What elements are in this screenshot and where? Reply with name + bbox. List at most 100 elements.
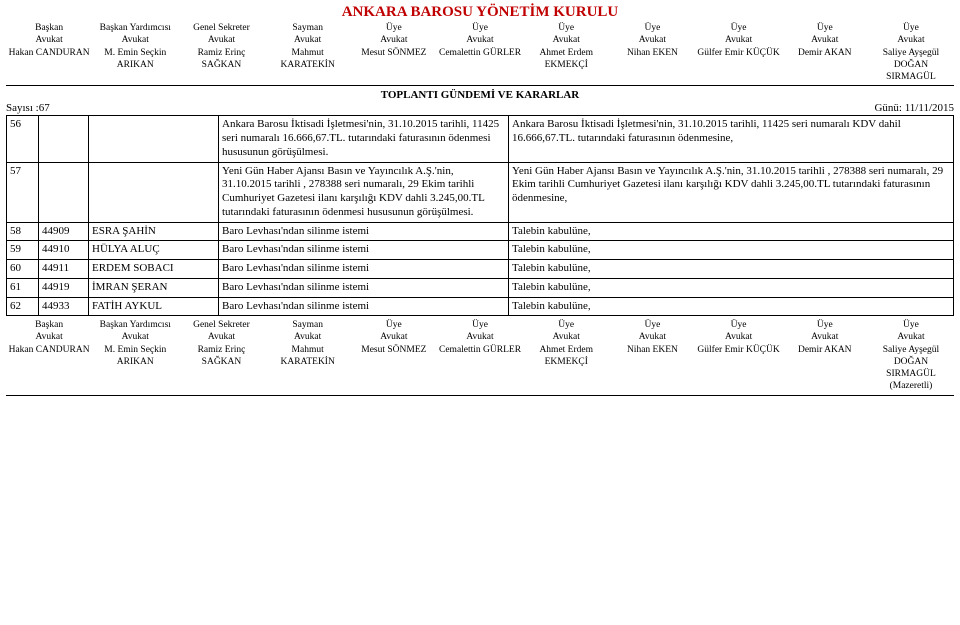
- mazeretli-label: (Mazeretli): [868, 381, 954, 393]
- row-name: [89, 162, 219, 222]
- row-subject: Ankara Barosu İktisadi İşletmesi'nin, 31…: [219, 116, 509, 162]
- table-row: 56 Ankara Barosu İktisadi İşletmesi'nin, …: [7, 116, 954, 162]
- board-member-name: M. Emin Seçkin ARIKAN: [92, 345, 178, 369]
- board-role: Üye: [523, 320, 609, 332]
- board-member-title: Avukat: [92, 332, 178, 344]
- board-role: Genel Sekreter: [178, 23, 264, 35]
- board-member-name: Ahmet Erdem EKMEKÇİ: [523, 48, 609, 72]
- board-role: Üye: [868, 320, 954, 332]
- board-member: ÜyeAvukatMesut SÖNMEZ: [351, 23, 437, 83]
- row-decision: Talebin kabulüne,: [509, 222, 954, 241]
- table-row: 57 Yeni Gün Haber Ajansı Basın ve Yayıncı…: [7, 162, 954, 222]
- board-role: Üye: [696, 23, 782, 35]
- count-label: Sayısı :67: [6, 102, 50, 114]
- board-member-name: Mahmut KARATEKİN: [265, 48, 351, 72]
- board-role: Üye: [696, 320, 782, 332]
- row-subject: Baro Levhası'ndan silinme istemi: [219, 278, 509, 297]
- board-member-title: Avukat: [178, 332, 264, 344]
- row-reg: [39, 162, 89, 222]
- row-decision: Talebin kabulüne,: [509, 297, 954, 316]
- agenda-header: TOPLANTI GÜNDEMİ VE KARARLAR: [6, 89, 954, 101]
- table-row: 6044911ERDEM SOBACIBaro Levhası'ndan sil…: [7, 260, 954, 279]
- board-footer: BaşkanAvukatHakan CANDURANBaşkan Yardımc…: [6, 320, 954, 395]
- board-member-title: Avukat: [696, 332, 782, 344]
- agenda-table: 56 Ankara Barosu İktisadi İşletmesi'nin, …: [6, 115, 954, 316]
- board-member-title: Avukat: [523, 35, 609, 47]
- board-member: ÜyeAvukatCemalettin GÜRLER: [437, 23, 523, 83]
- board-member-title: Avukat: [437, 332, 523, 344]
- table-row: 6144919İMRAN ŞERANBaro Levhası'ndan sili…: [7, 278, 954, 297]
- board-member: ÜyeAvukatSaliye Ayşegül DOĞAN SIRMAGÜL: [868, 23, 954, 83]
- board-member-title: Avukat: [437, 35, 523, 47]
- row-no: 56: [7, 116, 39, 162]
- row-no: 57: [7, 162, 39, 222]
- row-subject: Yeni Gün Haber Ajansı Basın ve Yayıncılı…: [219, 162, 509, 222]
- board-role: Sayman: [265, 23, 351, 35]
- row-no: 58: [7, 222, 39, 241]
- board-member: Genel SekreterAvukatRamiz Erinç SAĞKAN: [178, 23, 264, 83]
- board-role: Üye: [351, 320, 437, 332]
- row-subject: Baro Levhası'ndan silinme istemi: [219, 222, 509, 241]
- row-decision: Talebin kabulüne,: [509, 241, 954, 260]
- board-member-name: Gülfer Emir KÜÇÜK: [696, 48, 782, 60]
- board-header: BaşkanAvukatHakan CANDURANBaşkan Yardımc…: [6, 23, 954, 86]
- board-member-title: Avukat: [523, 332, 609, 344]
- board-member: Başkan YardımcısıAvukatM. Emin Seçkin AR…: [92, 320, 178, 392]
- board-member: ÜyeAvukatMesut SÖNMEZ: [351, 320, 437, 392]
- board-member: SaymanAvukatMahmut KARATEKİN: [265, 23, 351, 83]
- row-no: 60: [7, 260, 39, 279]
- board-member-title: Avukat: [178, 35, 264, 47]
- board-member-name: Ramiz Erinç SAĞKAN: [178, 345, 264, 369]
- row-name: İMRAN ŞERAN: [89, 278, 219, 297]
- board-member-title: Avukat: [6, 35, 92, 47]
- board-member: BaşkanAvukatHakan CANDURAN: [6, 320, 92, 392]
- board-member: ÜyeAvukatNihan EKEN: [609, 23, 695, 83]
- row-name: ESRA ŞAHİN: [89, 222, 219, 241]
- board-member: SaymanAvukatMahmut KARATEKİN: [265, 320, 351, 392]
- row-subject: Baro Levhası'ndan silinme istemi: [219, 260, 509, 279]
- row-reg: 44911: [39, 260, 89, 279]
- row-name: ERDEM SOBACI: [89, 260, 219, 279]
- board-member: ÜyeAvukatGülfer Emir KÜÇÜK: [696, 23, 782, 83]
- board-member-title: Avukat: [351, 332, 437, 344]
- board-member-name: Mesut SÖNMEZ: [351, 48, 437, 60]
- board-member-title: Avukat: [265, 332, 351, 344]
- board-role: Üye: [782, 320, 868, 332]
- board-member: ÜyeAvukatGülfer Emir KÜÇÜK: [696, 320, 782, 392]
- board-member: ÜyeAvukatNihan EKEN: [609, 320, 695, 392]
- board-role: Üye: [609, 320, 695, 332]
- date-label: Günü: 11/11/2015: [874, 102, 954, 114]
- board-role: Üye: [437, 320, 523, 332]
- board-member-title: Avukat: [696, 35, 782, 47]
- board-member-name: Ahmet Erdem EKMEKÇİ: [523, 345, 609, 369]
- board-member-title: Avukat: [782, 332, 868, 344]
- board-role: Üye: [523, 23, 609, 35]
- board-member-title: Avukat: [609, 35, 695, 47]
- row-name: HÜLYA ALUÇ: [89, 241, 219, 260]
- board-member-name: Demir AKAN: [782, 345, 868, 357]
- row-decision: Talebin kabulüne,: [509, 278, 954, 297]
- board-member: ÜyeAvukatDemir AKAN: [782, 320, 868, 392]
- board-role: Üye: [609, 23, 695, 35]
- board-member-title: Avukat: [351, 35, 437, 47]
- row-no: 62: [7, 297, 39, 316]
- board-role: Başkan Yardımcısı: [92, 320, 178, 332]
- row-name: [89, 116, 219, 162]
- board-member-name: Hakan CANDURAN: [6, 345, 92, 357]
- board-member-name: Nihan EKEN: [609, 48, 695, 60]
- row-subject: Baro Levhası'ndan silinme istemi: [219, 241, 509, 260]
- page-title: ANKARA BAROSU YÖNETİM KURULU: [6, 4, 954, 21]
- row-subject: Baro Levhası'ndan silinme istemi: [219, 297, 509, 316]
- board-role: Üye: [868, 23, 954, 35]
- board-role: Genel Sekreter: [178, 320, 264, 332]
- board-member-name: Mahmut KARATEKİN: [265, 345, 351, 369]
- table-row: 5844909ESRA ŞAHİNBaro Levhası'ndan silin…: [7, 222, 954, 241]
- row-reg: [39, 116, 89, 162]
- board-member-name: Saliye Ayşegül DOĞAN SIRMAGÜL: [868, 345, 954, 381]
- board-member-name: Nihan EKEN: [609, 345, 695, 357]
- meta-row: Sayısı :67 Günü: 11/11/2015: [6, 102, 954, 114]
- board-member-name: Hakan CANDURAN: [6, 48, 92, 60]
- board-member-title: Avukat: [265, 35, 351, 47]
- board-member: ÜyeAvukatCemalettin GÜRLER: [437, 320, 523, 392]
- row-decision: Talebin kabulüne,: [509, 260, 954, 279]
